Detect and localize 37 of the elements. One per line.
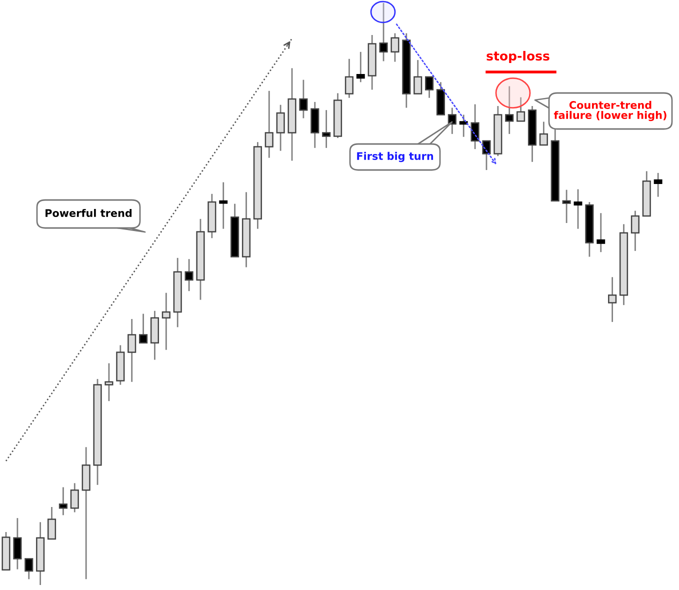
candlestick: [516, 96, 526, 122]
candlestick: [299, 79, 308, 119]
candlestick: [505, 86, 514, 135]
candlestick: [310, 101, 320, 149]
annotation: Powerful trend: [46, 208, 132, 218]
candlestick: [104, 362, 114, 402]
candlestick: [562, 189, 571, 224]
candlestick: [654, 172, 662, 198]
candlestick: [379, 2, 388, 62]
candlestick: [414, 59, 422, 94]
candlestick: [70, 482, 79, 513]
candlestick: [138, 313, 148, 344]
candlestick: [470, 104, 480, 150]
candlestick: [574, 188, 582, 230]
annotation: First big turn: [357, 152, 434, 162]
candlestick: [184, 258, 194, 292]
candlestick: [219, 182, 228, 230]
candlestick: [47, 506, 56, 540]
candlestick: [58, 486, 68, 516]
candlestick: [596, 212, 606, 253]
candlestick: [128, 318, 136, 383]
candlestick: [264, 90, 274, 159]
candlestick: [390, 32, 400, 62]
candlestick: [24, 558, 34, 580]
candlestick: [162, 292, 170, 351]
candlestick: [344, 58, 354, 99]
candlestick: [276, 104, 285, 152]
candlestick: [356, 51, 365, 83]
candlestick: [13, 517, 22, 570]
annotation: stop-loss: [486, 50, 550, 64]
candlestick: [608, 276, 617, 323]
candlestick: [424, 76, 434, 99]
candlestick: [630, 210, 640, 252]
candlestick: [539, 121, 548, 146]
annotation: Counter-trend failure (lower high): [554, 100, 666, 122]
candlestick: [459, 114, 468, 138]
candlestick: [322, 109, 331, 149]
